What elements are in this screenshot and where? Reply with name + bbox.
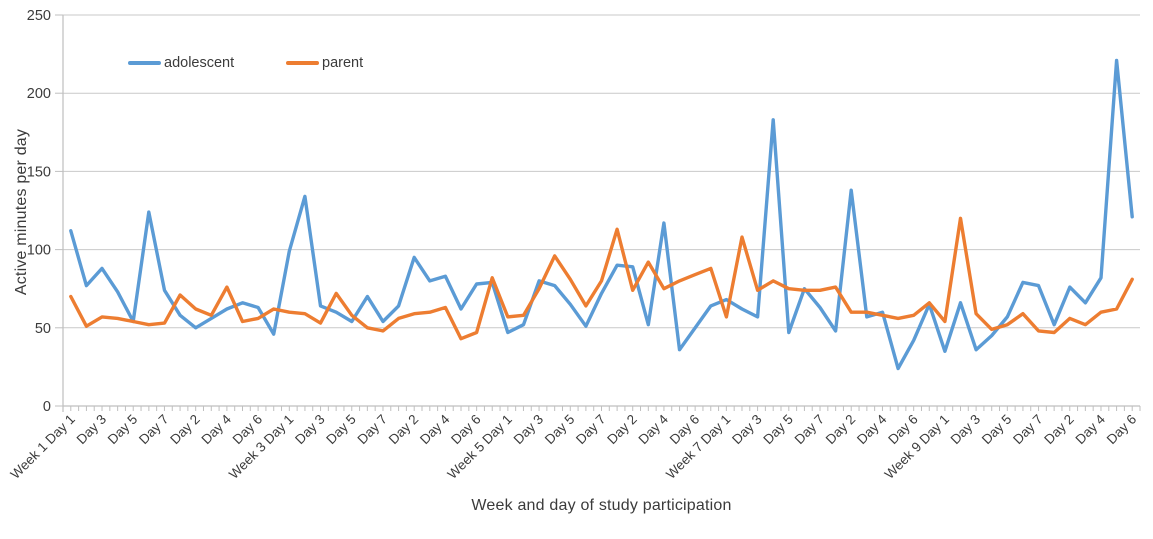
x-tick-label: Day 3	[511, 412, 547, 448]
parent-line-swatch	[286, 61, 319, 65]
x-tick-label: Day 2	[386, 412, 422, 448]
x-tick-label: Day 7	[355, 412, 391, 448]
x-tick-label: Day 7	[1010, 412, 1046, 448]
adolescent-line-swatch	[128, 61, 161, 65]
x-axis-title: Week and day of study participation	[471, 497, 732, 514]
x-tick-label: Day 4	[854, 411, 890, 447]
x-tick-label: Day 5	[760, 412, 796, 448]
x-tick-label: Day 7	[573, 412, 609, 448]
y-tick-label: 150	[27, 164, 51, 180]
y-tick-label: 0	[43, 399, 51, 415]
legend-label: adolescent	[164, 55, 235, 71]
x-tick-label: Day 6	[1104, 412, 1140, 448]
x-tick-label: Day 7	[136, 412, 172, 448]
adolescent-line	[69, 58, 1134, 371]
x-tick-label: Day 2	[604, 412, 640, 448]
x-tick-label: Day 2	[167, 412, 203, 448]
x-tick-label: Day 5	[105, 412, 141, 448]
x-tick-label: Day 3	[74, 412, 110, 448]
y-axis-title: Active minutes per day	[13, 128, 30, 296]
legend-label: parent	[322, 55, 364, 71]
x-tick-label: Day 4	[1073, 411, 1109, 447]
x-tick-label: Day 7	[792, 412, 828, 448]
x-tick-label: Day 3	[729, 412, 765, 448]
x-tick-label: Day 2	[823, 412, 859, 448]
x-tick-label: Day 3	[948, 412, 984, 448]
y-tick-label: 50	[35, 321, 51, 337]
x-tick-label: Day 4	[198, 411, 234, 447]
x-tick-label: Day 2	[1041, 412, 1077, 448]
x-tick-label: Day 4	[636, 411, 672, 447]
x-tick-label: Week 1 Day 1	[8, 412, 78, 482]
x-tick-label: Day 5	[979, 412, 1015, 448]
legend-item-adolescent: adolescent	[128, 55, 234, 71]
y-tick-label: 100	[27, 243, 51, 259]
x-tick-label: Day 4	[417, 411, 453, 447]
y-tick-label: 250	[27, 8, 51, 24]
x-tick-label: Day 3	[292, 412, 328, 448]
y-tick-label: 200	[27, 86, 51, 102]
parent-line	[69, 216, 1134, 341]
x-tick-label: Day 5	[542, 412, 578, 448]
x-tick-label: Day 5	[323, 412, 359, 448]
legend-item-parent: parent	[286, 55, 363, 71]
